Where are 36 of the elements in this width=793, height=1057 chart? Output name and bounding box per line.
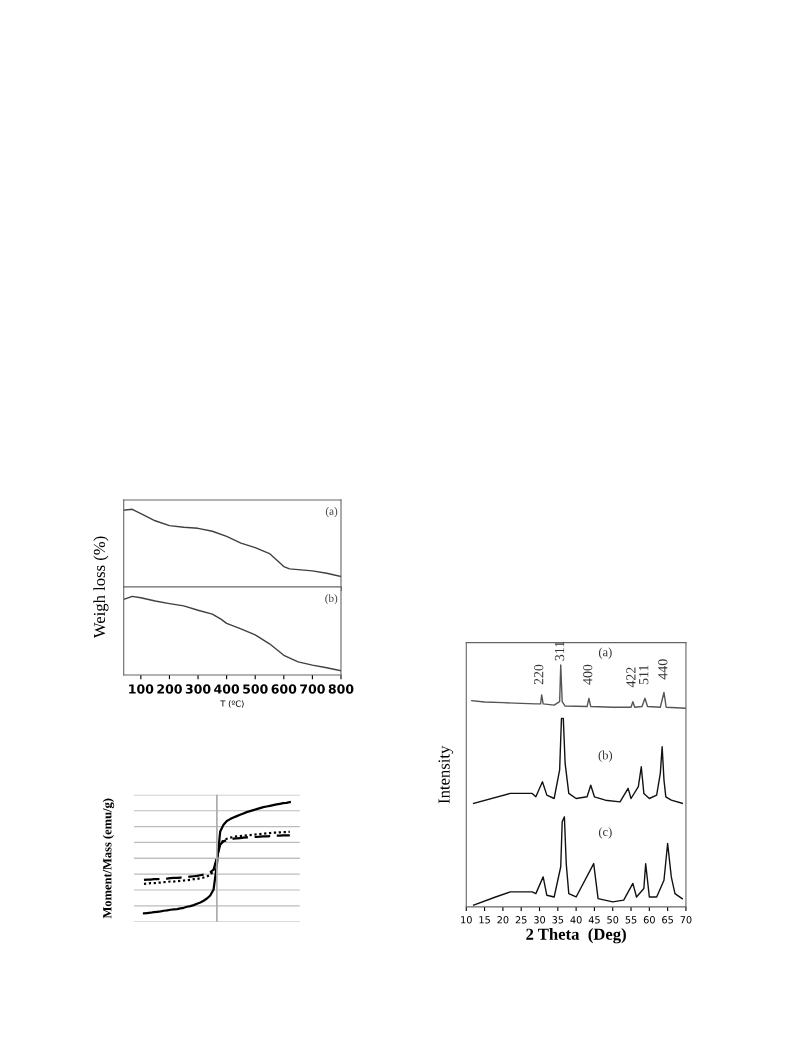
x-tick-label: 200 bbox=[157, 684, 182, 694]
x-tick-label: 65 bbox=[662, 916, 673, 924]
annotation: (a) bbox=[325, 507, 338, 518]
x-tick-label: 55 bbox=[625, 916, 637, 924]
x-tick-label: 40 bbox=[570, 916, 582, 924]
x-tick-label: 700 bbox=[300, 684, 325, 694]
x-tick-label: 70 bbox=[680, 916, 692, 924]
x-tick-label: 15 bbox=[479, 916, 490, 924]
annotation: 220 bbox=[533, 664, 544, 685]
x-tick-label: 20 bbox=[497, 916, 509, 924]
x-tick-label: 25 bbox=[515, 916, 527, 924]
x-tick-label: 100 bbox=[129, 684, 154, 694]
text: (a) bbox=[598, 647, 612, 659]
annotation: (c) bbox=[598, 827, 612, 839]
x-axis-title: T (ºC) bbox=[220, 700, 244, 708]
annotation: (b) bbox=[598, 750, 613, 762]
annotation: 511 bbox=[639, 665, 649, 685]
text: 311 bbox=[554, 641, 565, 661]
x-tick-label: 30 bbox=[534, 916, 546, 924]
x-tick-label: 800 bbox=[328, 684, 354, 694]
x-tick-label: 400 bbox=[214, 684, 240, 694]
x-tick-label: 60 bbox=[643, 916, 655, 924]
y-axis-title: Moment/Mass (emu/g) bbox=[102, 798, 115, 919]
annotation: (b) bbox=[325, 594, 338, 605]
y-axis-title: Weigh loss (%) bbox=[93, 536, 109, 639]
x-tick-label: 300 bbox=[185, 684, 211, 694]
annotation: 422 bbox=[626, 667, 636, 688]
x-tick-label: 50 bbox=[607, 916, 619, 924]
x-axis-title: 2 Theta (Deg) bbox=[526, 928, 626, 944]
x-tick-label: 35 bbox=[552, 916, 564, 924]
x-tick-label: 500 bbox=[243, 684, 268, 694]
x-tick-label: 45 bbox=[588, 916, 600, 924]
x-tick-label: 10 bbox=[461, 916, 472, 924]
x-tick-label: 600 bbox=[271, 684, 297, 694]
y-axis-title: Intensity bbox=[438, 745, 454, 804]
annotation: 440 bbox=[658, 659, 668, 680]
